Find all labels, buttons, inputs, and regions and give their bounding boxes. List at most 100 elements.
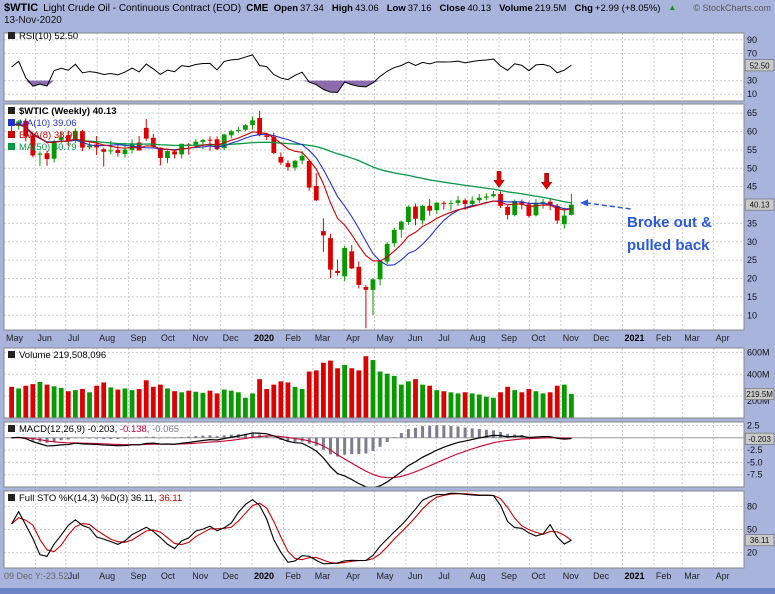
sto-k-line [11, 492, 572, 565]
price-legend-swatch [8, 107, 15, 114]
vol-series [9, 356, 574, 418]
svg-text:Nov: Nov [563, 333, 580, 343]
svg-text:90: 90 [747, 35, 757, 45]
svg-text:Sep: Sep [131, 571, 147, 581]
svg-text:-0.203: -0.203 [748, 435, 771, 444]
rsi-line [11, 54, 572, 93]
svg-text:Nov: Nov [192, 333, 209, 343]
svg-text:70: 70 [747, 48, 757, 58]
svg-text:Feb: Feb [656, 333, 672, 343]
macd-signal-value: -0.138, [119, 424, 150, 435]
price-legend-ma10-row: MA(10) 39.06 [8, 118, 117, 130]
rsi-panel: 90 70 30 10 [4, 33, 757, 101]
price-legend-ema8-row: EMA(8) 38.99 [8, 130, 117, 142]
quote-volume: Volume 219.5M [499, 3, 567, 14]
svg-text:May: May [377, 333, 395, 343]
rsi-legend-label: RSI(10) 52.50 [19, 31, 79, 42]
ma10-swatch [8, 119, 15, 126]
price-legend-ma50-row: MA(50) 40.79 [8, 142, 117, 154]
svg-text:-2.5: -2.5 [747, 445, 763, 455]
quote-close: Close 40.13 [439, 3, 492, 14]
sto-last-value-box: 36.11 [744, 534, 775, 547]
svg-text:Dec: Dec [223, 571, 240, 581]
svg-text:-5.0: -5.0 [747, 457, 763, 467]
svg-text:Dec: Dec [223, 333, 240, 343]
svg-text:65: 65 [747, 108, 757, 118]
svg-text:30: 30 [747, 237, 757, 247]
svg-text:50: 50 [747, 163, 757, 173]
svg-text:55: 55 [747, 145, 757, 155]
svg-text:Apr: Apr [346, 333, 360, 343]
svg-text:2021: 2021 [625, 571, 645, 581]
change-up-arrow-icon: ▲ [668, 3, 677, 12]
x-axis-months-bottom: Jul Aug Sep Oct Nov Dec 2020 Feb Mar Apr May Jun Jul… [4, 571, 730, 581]
svg-text:Dec: Dec [593, 571, 610, 581]
svg-text:Sep: Sep [131, 333, 147, 343]
svg-text:20: 20 [747, 548, 757, 558]
quote-open: Open 37.34 [273, 3, 324, 14]
price-legend-symbol-row: $WTIC (Weekly) 40.13 [8, 106, 117, 118]
svg-text:15: 15 [747, 292, 757, 302]
macd-last-value-box: -0.203 [744, 432, 775, 445]
crosshair-readout: 09 Dec Y:-23.52 [4, 571, 68, 581]
svg-text:Jul: Jul [68, 571, 80, 581]
ticker-description: Light Crude Oil - Continuous Contract (E… [43, 3, 242, 14]
svg-text:Nov: Nov [563, 571, 580, 581]
macd-line [11, 432, 572, 487]
svg-text:Jun: Jun [37, 333, 52, 343]
rsi-series [11, 54, 572, 93]
red-down-arrow [493, 171, 505, 188]
svg-text:60: 60 [747, 127, 757, 137]
volume-legend: Volume 219,508,096 [8, 350, 106, 362]
red-down-arrow [541, 172, 553, 190]
price-last-value-box: 40.13 [744, 198, 775, 211]
svg-text:80: 80 [747, 501, 757, 511]
sto-k-value: 36.11, [130, 493, 157, 504]
volume-legend-label: Volume 219,508,096 [19, 350, 107, 361]
svg-text:2.5: 2.5 [747, 420, 760, 430]
macd-signal-line [11, 435, 572, 479]
quote-high: High 43.06 [331, 3, 379, 14]
macd-value: -0.203, [87, 424, 118, 435]
svg-text:Jul: Jul [438, 571, 450, 581]
ticker-symbol: $WTIC [4, 2, 39, 14]
svg-text:Apr: Apr [346, 571, 360, 581]
bottom-strip [0, 588, 775, 594]
rsi-legend: RSI(10) 52.50 [8, 31, 78, 43]
svg-text:200M: 200M [747, 396, 770, 406]
svg-text:10: 10 [747, 310, 757, 320]
x-axis-months-top: May Jun Jul Aug Sep Oct Nov Dec 2020 Feb Mar Apr May… [6, 333, 730, 343]
svg-text:600M: 600M [747, 347, 770, 357]
svg-text:Jul: Jul [68, 333, 80, 343]
svg-text:45: 45 [747, 182, 757, 192]
svg-text:Oct: Oct [531, 333, 546, 343]
macd-legend-swatch [8, 425, 15, 432]
macd-panel: 2.5 -2.5 -5.0 -7.5 [4, 420, 763, 487]
sto-d-line [11, 493, 572, 564]
sto-panel: 80 50 20 [4, 491, 757, 568]
svg-text:Mar: Mar [684, 571, 700, 581]
ma50-swatch [8, 143, 15, 150]
svg-text:219.5M: 219.5M [746, 390, 773, 399]
macd-series [4, 425, 744, 487]
svg-text:Oct: Oct [161, 571, 176, 581]
svg-text:May: May [6, 333, 24, 343]
svg-text:Feb: Feb [285, 571, 301, 581]
macd-hist-value: -0.065 [152, 424, 180, 435]
svg-text:Aug: Aug [470, 333, 486, 343]
blue-arrow-head [580, 199, 589, 207]
svg-text:-7.5: -7.5 [747, 470, 763, 480]
sto-d-value: 36.11 [159, 493, 183, 504]
svg-text:30: 30 [747, 76, 757, 86]
exchange-label: CME [246, 3, 269, 14]
svg-text:Mar: Mar [315, 571, 331, 581]
rsi-last-value-box: 52.50 [744, 59, 775, 72]
svg-text:Dec: Dec [593, 333, 610, 343]
svg-text:Jul: Jul [438, 333, 450, 343]
price-panel: 65 60 55 50 45 35 30 25 20 15 10 [4, 104, 757, 330]
svg-text:Jun: Jun [408, 571, 423, 581]
svg-text:35: 35 [747, 218, 757, 228]
vol-last-value-box: 219.5M [744, 388, 775, 400]
